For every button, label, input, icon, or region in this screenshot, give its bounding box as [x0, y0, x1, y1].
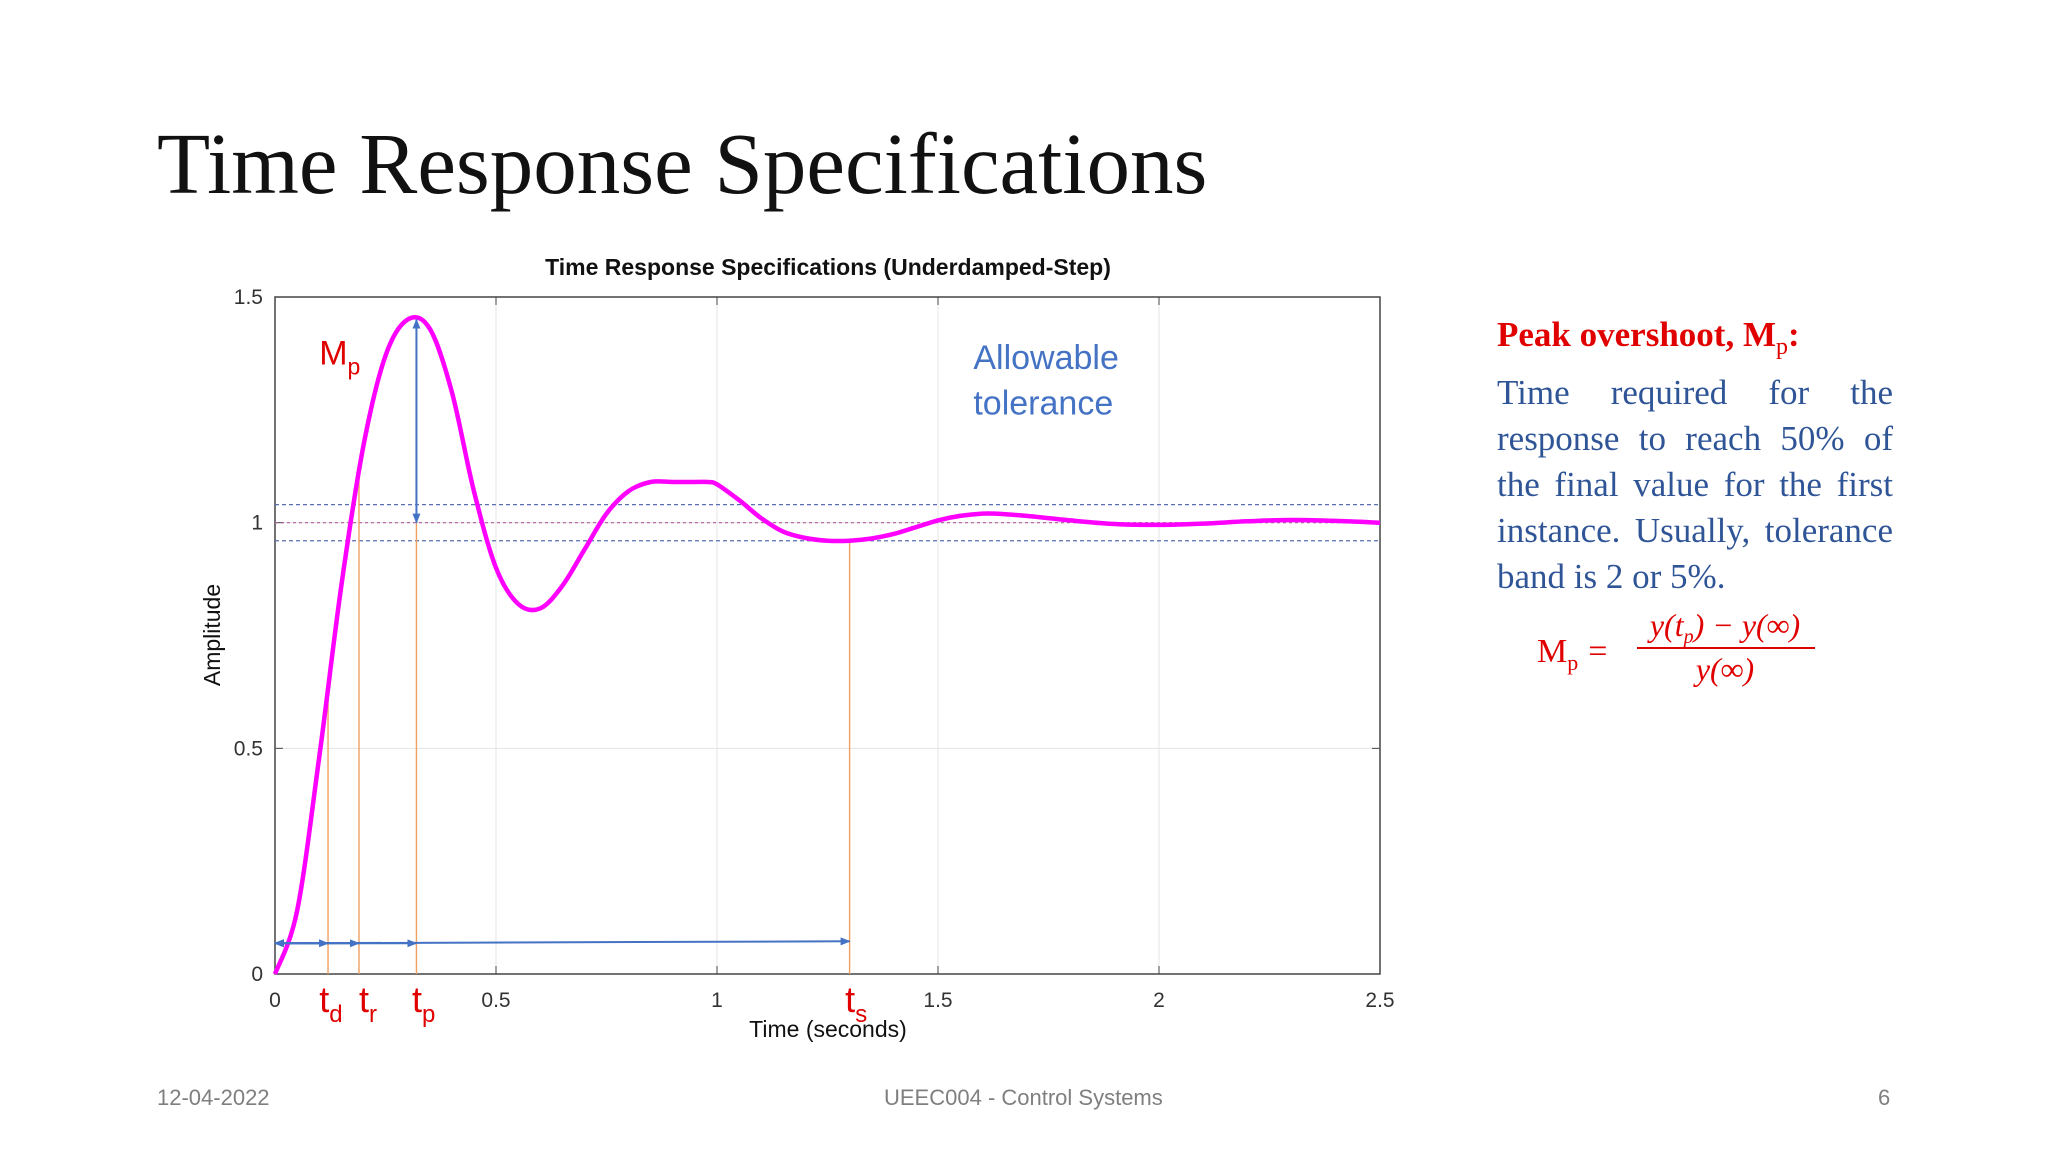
tr-label: tr [359, 979, 377, 1028]
x-axis-label: Time (seconds) [749, 1016, 907, 1042]
response-curve [272, 315, 1381, 975]
x-tick-label: 2.5 [1365, 989, 1394, 1012]
mp-label: Mp [319, 335, 360, 380]
allowable-tolerance-line1: Allowable [973, 339, 1119, 377]
formula-denominator: y(∞) [1693, 651, 1754, 687]
ts-label: ts [845, 979, 867, 1028]
y-tick-label: 1.5 [234, 286, 263, 309]
axis-ticks: 0 0.5 1 1.5 2 2.5 0 0.5 1 1.5 [234, 286, 1395, 1012]
plot-area [274, 296, 1381, 975]
allowable-tolerance-line2: tolerance [973, 384, 1113, 422]
x-tick-label: 1.5 [923, 989, 952, 1012]
y-tick-label: 0 [251, 963, 263, 986]
chart-title: Time Response Specifications (Underdampe… [545, 254, 1111, 280]
x-tick-label: 1 [711, 989, 723, 1012]
x-tick-label: 0 [269, 989, 281, 1012]
x-tick-label: 2 [1153, 989, 1165, 1012]
slide-title: Time Response Specifications [157, 115, 1208, 212]
ts-arrow [274, 937, 851, 948]
formula-numerator: y(tp) − y(∞) [1647, 607, 1800, 648]
annotation-labels: Mp td tr tp ts Allowable tolerance [319, 335, 1119, 1028]
definition-heading-text: Peak overshoot, M [1497, 315, 1776, 354]
footer-date: 12-04-2022 [157, 1085, 270, 1110]
tp-label: tp [412, 979, 435, 1028]
definition-panel: Peak overshoot, Mp: Time required for th… [1497, 312, 1893, 690]
formula-lhs: Mp = [1537, 633, 1607, 675]
overshoot-formula: Mp = y(tp) − y(∞) y(∞) [1537, 607, 1815, 687]
x-tick-label: 0.5 [481, 989, 510, 1012]
y-tick-label: 1 [251, 512, 263, 535]
y-tick-label: 0.5 [234, 737, 263, 760]
response-curve-group [272, 315, 1381, 975]
definition-body: Time required for the response to reach … [1497, 373, 1893, 596]
definition-heading-suffix: : [1787, 315, 1800, 354]
td-label: td [319, 979, 342, 1028]
footer-course: UEEC004 - Control Systems [884, 1085, 1163, 1110]
definition-heading-subscript: p [1775, 334, 1788, 360]
definition-heading: Peak overshoot, Mp: [1497, 312, 1893, 370]
y-axis-label: Amplitude [199, 584, 225, 686]
footer-page-number: 6 [1878, 1085, 1891, 1110]
arrows [274, 318, 851, 948]
step-response-chart: Time Response Specifications (Underdampe… [199, 254, 1395, 1042]
